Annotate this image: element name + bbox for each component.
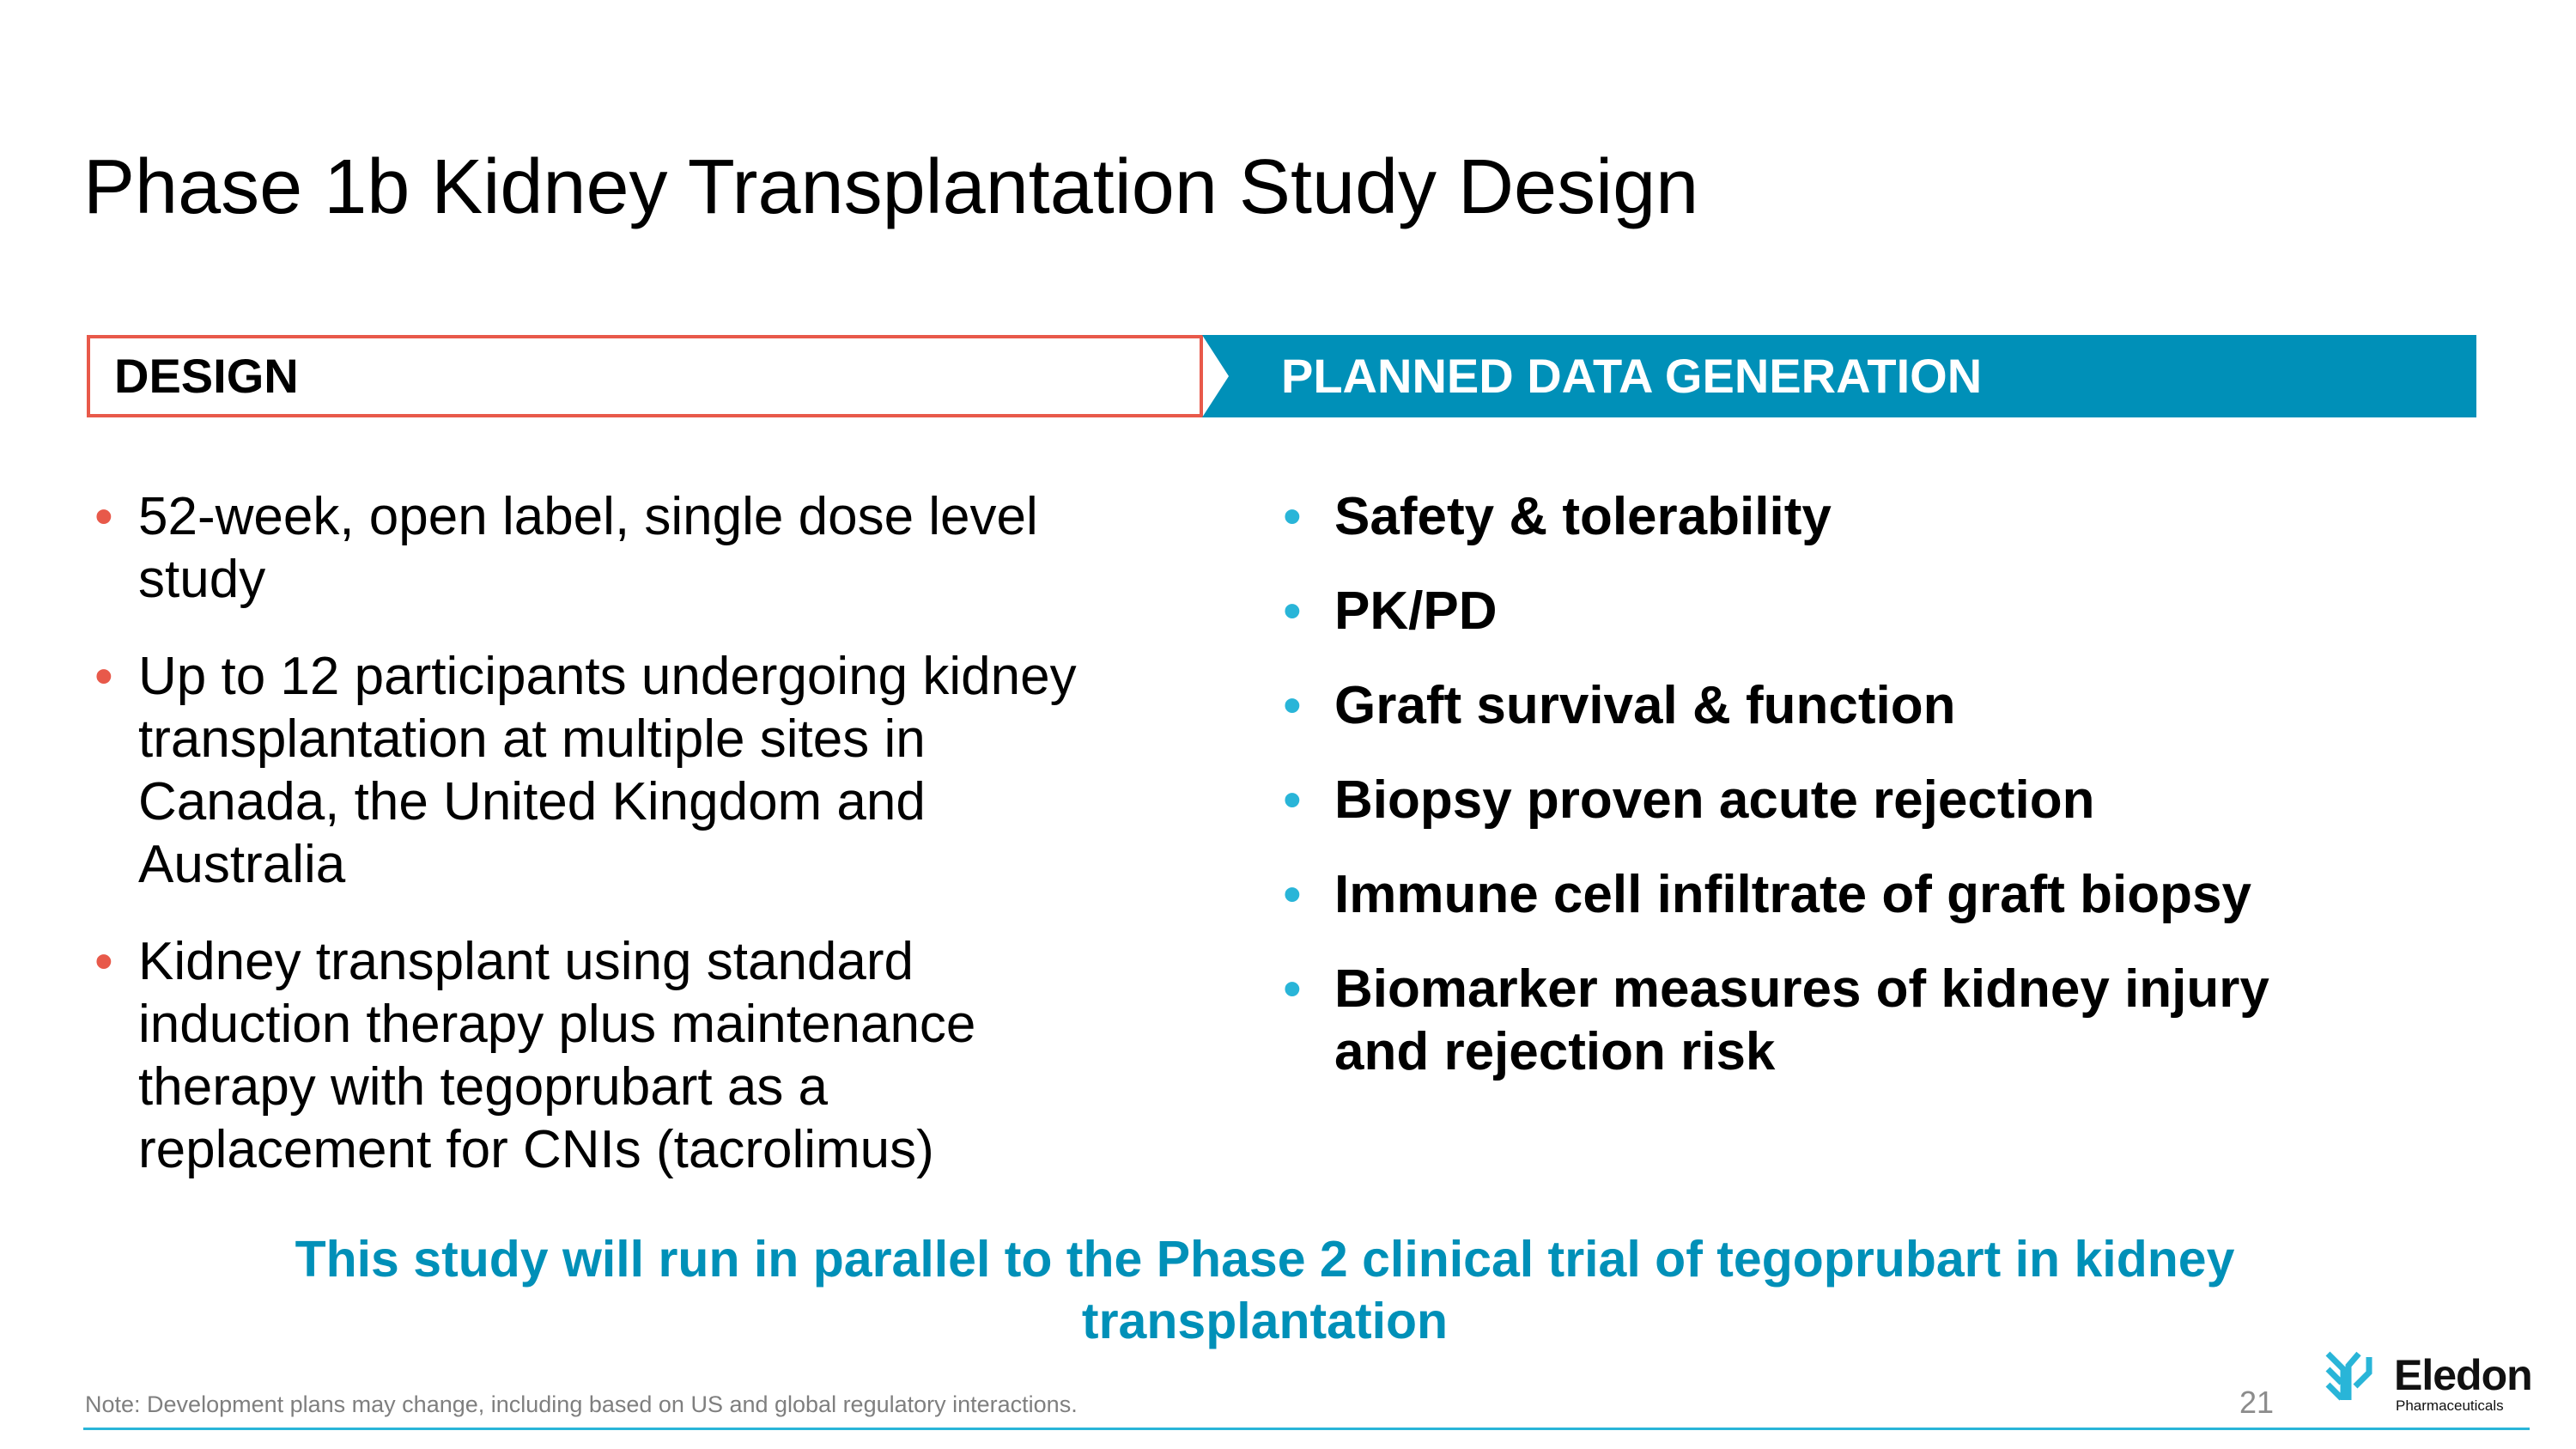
bullet-icon: • (1283, 676, 1302, 735)
logo-subtitle: Pharmaceuticals (2396, 1397, 2504, 1414)
list-item: • Kidney transplant using standard induct… (94, 932, 976, 1179)
planned-data-list: • Safety & tolerability • PK/PD • Graft sur… (1283, 485, 2399, 1115)
design-list: • 52-week, open label, single dose level … (94, 485, 1125, 1215)
bullet-icon: • (94, 487, 113, 546)
list-item: • 52-week, open label, single dose level … (94, 487, 1038, 609)
bullet-icon: • (1283, 959, 1302, 1019)
slide-title: Phase 1b Kidney Transplantation Study De… (83, 144, 1699, 230)
bullet-icon: • (94, 932, 113, 991)
list-item: • Biopsy proven acute rejection (1283, 770, 2095, 830)
footer-note: Note: Development plans may change, incl… (85, 1391, 1078, 1417)
bullet-icon: • (1283, 487, 1302, 546)
bullet-icon: • (1283, 581, 1302, 641)
footer-divider (83, 1428, 2530, 1430)
planned-data-header: PLANNED DATA GENERATION (1281, 349, 1983, 403)
callout-text: This study will run in parallel to the P… (295, 1231, 2235, 1349)
header-shapes (87, 335, 2476, 417)
bullet-icon: • (94, 647, 113, 706)
design-header: DESIGN (114, 349, 299, 403)
list-item: • PK/PD (1283, 581, 1498, 641)
bullet-icon: • (1283, 865, 1302, 924)
list-item: • Immune cell infiltrate of graft biopsy (1283, 865, 2251, 924)
list-item: • Safety & tolerability (1283, 487, 1832, 546)
page-number: 21 (2239, 1385, 2275, 1420)
list-item: • Graft survival & function (1283, 676, 1956, 735)
section-header-bar (87, 335, 2476, 417)
list-item: • Up to 12 participants undergoing kidney… (94, 647, 1077, 894)
logo-name: Eledon (2394, 1351, 2533, 1399)
list-item: • Biomarker measures of kidney injury and… (1283, 959, 2269, 1081)
bullet-icon: • (1283, 770, 1302, 830)
eledon-logo-icon (2325, 1351, 2372, 1401)
